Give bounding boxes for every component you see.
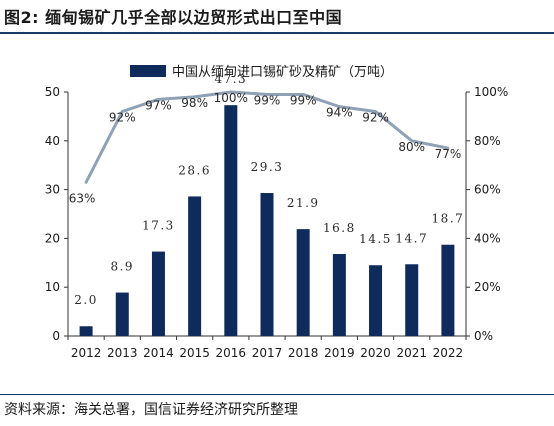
x-tick-label: 2020 (360, 346, 391, 360)
bar (405, 264, 419, 336)
bar-value-label: 21.9 (287, 196, 320, 210)
combo-chart: 中国从缅甸进口锡矿砂及精矿（万吨） 0 10 20 30 40 50 0% 20% 40% 60%… (45, 65, 509, 360)
x-tick-label: 2021 (396, 346, 427, 360)
line-value-label: 63% (69, 191, 96, 205)
chart-legend: 中国从缅甸进口锡矿砂及精矿（万吨） (130, 65, 393, 80)
x-tick-label: 2018 (288, 346, 319, 360)
title-rule (0, 32, 554, 34)
bar-value-label: 18.7 (432, 212, 465, 226)
bar (115, 292, 129, 336)
x-tick-label: 2016 (216, 346, 247, 360)
y-right-tick-label: 20% (474, 280, 501, 294)
bar-value-label: 16.8 (323, 221, 356, 235)
x-tick-label: 2014 (143, 346, 174, 360)
bar-value-label: 29.3 (251, 160, 284, 174)
bar (188, 196, 202, 336)
bar (296, 229, 310, 336)
y-left-tick-label: 40 (45, 134, 60, 148)
y-right-tick-label: 40% (474, 231, 501, 245)
line-value-label: 94% (326, 106, 353, 120)
bar-value-label: 14.5 (359, 232, 392, 246)
share-line (84, 90, 450, 184)
legend-bar-label: 中国从缅甸进口锡矿砂及精矿（万吨） (172, 65, 393, 80)
y-right-tick-label: 0% (474, 329, 493, 343)
y-left-tick-label: 30 (45, 183, 60, 197)
y-left-tick-label: 20 (45, 231, 60, 245)
x-tick-label: 2019 (324, 346, 355, 360)
line-value-label: 77% (435, 147, 462, 161)
source-note: 资料来源：海关总署，国信证券经济研究所整理 (4, 402, 298, 418)
line-value-label: 92% (362, 111, 389, 125)
x-tick-label: 2017 (252, 346, 283, 360)
line-value-label: 92% (109, 111, 136, 125)
y-left-tick-label: 10 (45, 280, 60, 294)
bar-value-label: 28.6 (178, 163, 211, 177)
x-tick-label: 2013 (107, 346, 138, 360)
bar-value-label: 14.7 (395, 231, 428, 245)
y-right-tick-label: 60% (474, 183, 501, 197)
bar-value-label: 47.3 (214, 72, 247, 86)
bar (79, 326, 93, 336)
legend-bar-swatch (130, 65, 166, 77)
line-value-label: 99% (254, 93, 281, 107)
bar-value-label: 8.9 (110, 260, 134, 274)
x-tick-label: 2022 (433, 346, 464, 360)
bar-value-label: 2.0 (74, 293, 98, 307)
line-value-label: 98% (181, 96, 208, 110)
source-rule (0, 394, 554, 395)
bar (151, 251, 165, 336)
bar (369, 265, 383, 336)
line-value-label: 99% (290, 93, 317, 107)
bar (441, 244, 455, 336)
x-tick-label: 2015 (179, 346, 210, 360)
y-left-tick-label: 50 (45, 85, 60, 99)
bar (224, 105, 238, 337)
plot-area: 0 10 20 30 40 50 0% 20% 40% 60% 80% 100% 2012 2013 201… (45, 72, 509, 360)
line-value-label: 80% (398, 140, 425, 154)
bar (332, 254, 346, 336)
y-left-tick-label: 0 (52, 329, 60, 343)
bar-value-label: 17.3 (142, 219, 175, 233)
x-tick-label: 2012 (71, 346, 102, 360)
y-right-tick-label: 80% (474, 134, 501, 148)
line-value-label: 97% (145, 98, 172, 112)
y-right-tick-label: 100% (474, 85, 508, 99)
figure-title: 图2: 缅甸锡矿几乎全部以边贸形式出口至中国 (4, 8, 343, 27)
bar (260, 193, 274, 336)
line-value-label: 100% (214, 91, 248, 105)
